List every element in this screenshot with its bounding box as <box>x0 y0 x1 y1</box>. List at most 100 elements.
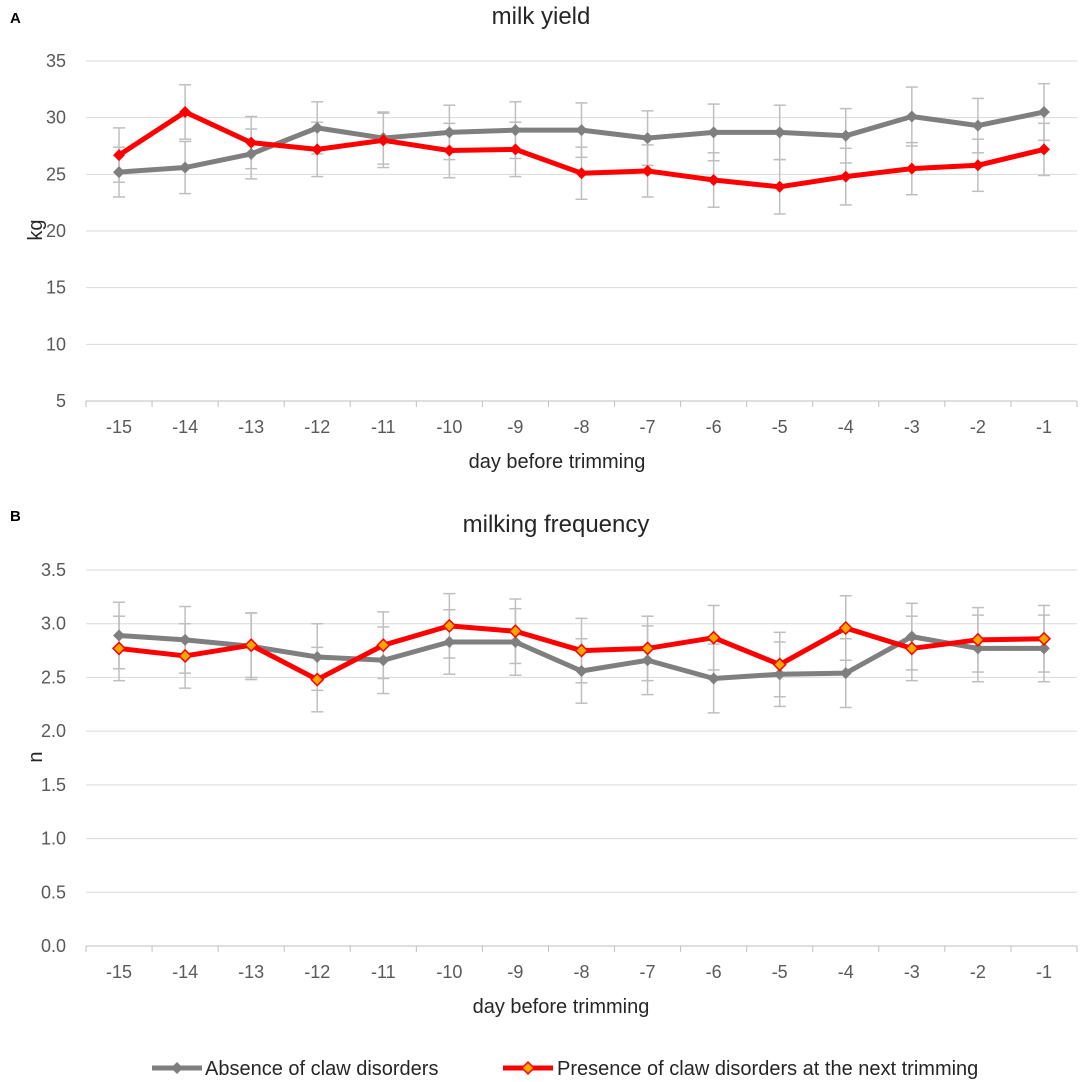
panel-b-y-tick-label: 2.5 <box>41 667 66 687</box>
panel-b-absence-point <box>773 668 786 681</box>
panel-b-title: milking frequency <box>463 511 650 538</box>
panel-a-absence-point <box>707 126 720 139</box>
panel-a-letter: A <box>10 10 21 27</box>
panel-b-y-tick-label: 1.0 <box>41 829 66 849</box>
panel-b-presence-point <box>244 638 259 653</box>
panel-a-presence-point <box>773 180 786 193</box>
panel-a-x-tick-label: -12 <box>304 417 330 437</box>
panel-b-x-tick-label: -1 <box>1036 962 1052 982</box>
panel-a-absence-point <box>1037 106 1050 118</box>
panel-a-absence-point <box>179 161 192 174</box>
panel-a-y-tick-label: 10 <box>46 334 66 354</box>
panel-a-presence-point <box>113 149 126 162</box>
panel-a-y-tick-label: 20 <box>46 221 66 241</box>
panel-b-x-tick-label: -15 <box>106 962 132 982</box>
panel-b-absence-point <box>113 629 126 642</box>
panel-a-title: milk yield <box>492 3 591 30</box>
legend: Absence of claw disorders Presence of cl… <box>152 1058 978 1080</box>
legend-label-absence: Absence of claw disorders <box>205 1058 438 1080</box>
panel-a-presence-point <box>839 170 852 183</box>
panel-b-presence-point <box>508 624 523 639</box>
panel-b-presence-point <box>838 620 853 636</box>
panel-b-presence-point <box>111 641 127 656</box>
legend-label-presence: Presence of claw disorders at the next t… <box>557 1058 978 1080</box>
panel-b-y-tick-label: 3.5 <box>41 560 66 580</box>
panel-b-x-tick-label: -14 <box>172 962 198 982</box>
panel-a-x-tick-label: -8 <box>573 417 589 437</box>
panel-b-x-tick-label: -12 <box>304 962 330 982</box>
panel-a-presence-point <box>1037 143 1050 156</box>
panel-b-presence-point <box>904 641 919 656</box>
panel-a-absence-point <box>113 166 126 179</box>
panel-a-y-tick-label: 5 <box>56 391 66 411</box>
panel-b-absence-point <box>311 651 324 664</box>
panel-b-x-tick-label: -5 <box>772 962 788 982</box>
panel-b-letter: B <box>10 508 21 525</box>
panel-a-presence-point <box>971 159 984 172</box>
panel-b-absence-point <box>641 654 654 667</box>
panel-b-presence-point <box>310 672 325 687</box>
panel-a-x-tick-label: -7 <box>640 417 656 437</box>
panel-a-y-tick-label: 25 <box>46 164 66 184</box>
panel-b-x-tick-label: -11 <box>371 962 396 982</box>
panel-a-absence-point <box>971 119 984 132</box>
panel-b-presence-point <box>640 641 655 656</box>
panel-b-y-tick-label: 0.0 <box>41 936 66 956</box>
panel-b-absence-point <box>1037 642 1050 655</box>
panel-a-presence-point <box>377 134 390 147</box>
panel-b-absence-point <box>707 672 720 685</box>
panel-a-y-tick-label: 15 <box>46 278 66 298</box>
panel-b-x-tick-label: -4 <box>838 962 854 982</box>
legend-item-absence: Absence of claw disorders <box>152 1058 438 1080</box>
panel-a-absence-point <box>905 110 918 123</box>
panel-a-x-tick-label: -14 <box>172 417 198 437</box>
panel-b-presence-point <box>376 638 391 653</box>
panel-b-x-tick-label: -6 <box>706 962 722 982</box>
panel-b-x-axis-title: day before trimming <box>473 996 650 1018</box>
panel-a-x-tick-label: -2 <box>970 417 986 437</box>
panel-b-absence-point <box>839 667 852 680</box>
panel-b-absence-point <box>971 642 984 655</box>
panel-a-presence-point <box>443 144 456 157</box>
panel-b-y-axis-title: n <box>25 751 47 762</box>
panel-a-x-tick-label: -1 <box>1036 417 1052 437</box>
panel-a-milk-yield-chart: A milk yield kg day before trimming 5 10 1… <box>10 3 1078 473</box>
panel-b-y-tick-label: 1.5 <box>41 775 66 795</box>
legend-marker-absence <box>171 1062 183 1074</box>
panel-a-presence-point <box>311 143 324 156</box>
legend-item-presence: Presence of claw disorders at the next t… <box>503 1058 978 1080</box>
panel-a-absence-point <box>773 126 786 139</box>
panel-b-absence-point <box>443 635 456 648</box>
panel-a-y-axis-title: kg <box>25 219 47 240</box>
panel-a-absence-point <box>509 124 522 137</box>
panel-b-presence-point <box>772 657 787 672</box>
panel-a-presence-point <box>509 143 522 156</box>
panel-a-x-tick-label: -5 <box>772 417 788 437</box>
panel-a-absence-point <box>575 124 588 137</box>
panel-a-x-tick-label: -13 <box>238 417 264 437</box>
panel-b-x-tick-label: -10 <box>436 962 462 982</box>
panel-b-x-tick-label: -2 <box>970 962 986 982</box>
panel-a-presence-point <box>575 167 588 180</box>
panel-b-x-tick-label: -8 <box>573 962 589 982</box>
panel-a-x-tick-label: -10 <box>436 417 462 437</box>
legend-marker-presence <box>520 1060 536 1076</box>
panel-b-milking-frequency-chart: B milking frequency n day before trimmin… <box>10 508 1078 1018</box>
panel-a-presence-point <box>245 136 258 149</box>
panel-b-presence-point <box>574 643 589 658</box>
panel-a-presence-point <box>179 106 192 118</box>
panel-a-absence-point <box>311 121 324 134</box>
panel-b-x-tick-label: -7 <box>640 962 656 982</box>
panel-a-x-tick-label: -6 <box>706 417 722 437</box>
panel-a-y-tick-label: 35 <box>46 51 66 71</box>
panel-b-x-tick-label: -9 <box>507 962 523 982</box>
panel-a-presence-point <box>905 162 918 175</box>
panel-b-y-tick-label: 0.5 <box>41 882 66 902</box>
panel-b-presence-point <box>442 618 457 633</box>
panel-a-absence-point <box>641 132 654 145</box>
panel-b-presence-point <box>970 632 985 647</box>
panel-a-absence-point <box>443 126 456 139</box>
panel-b-y-tick-label: 3.0 <box>41 614 66 634</box>
panel-a-y-tick-label: 30 <box>46 108 66 128</box>
